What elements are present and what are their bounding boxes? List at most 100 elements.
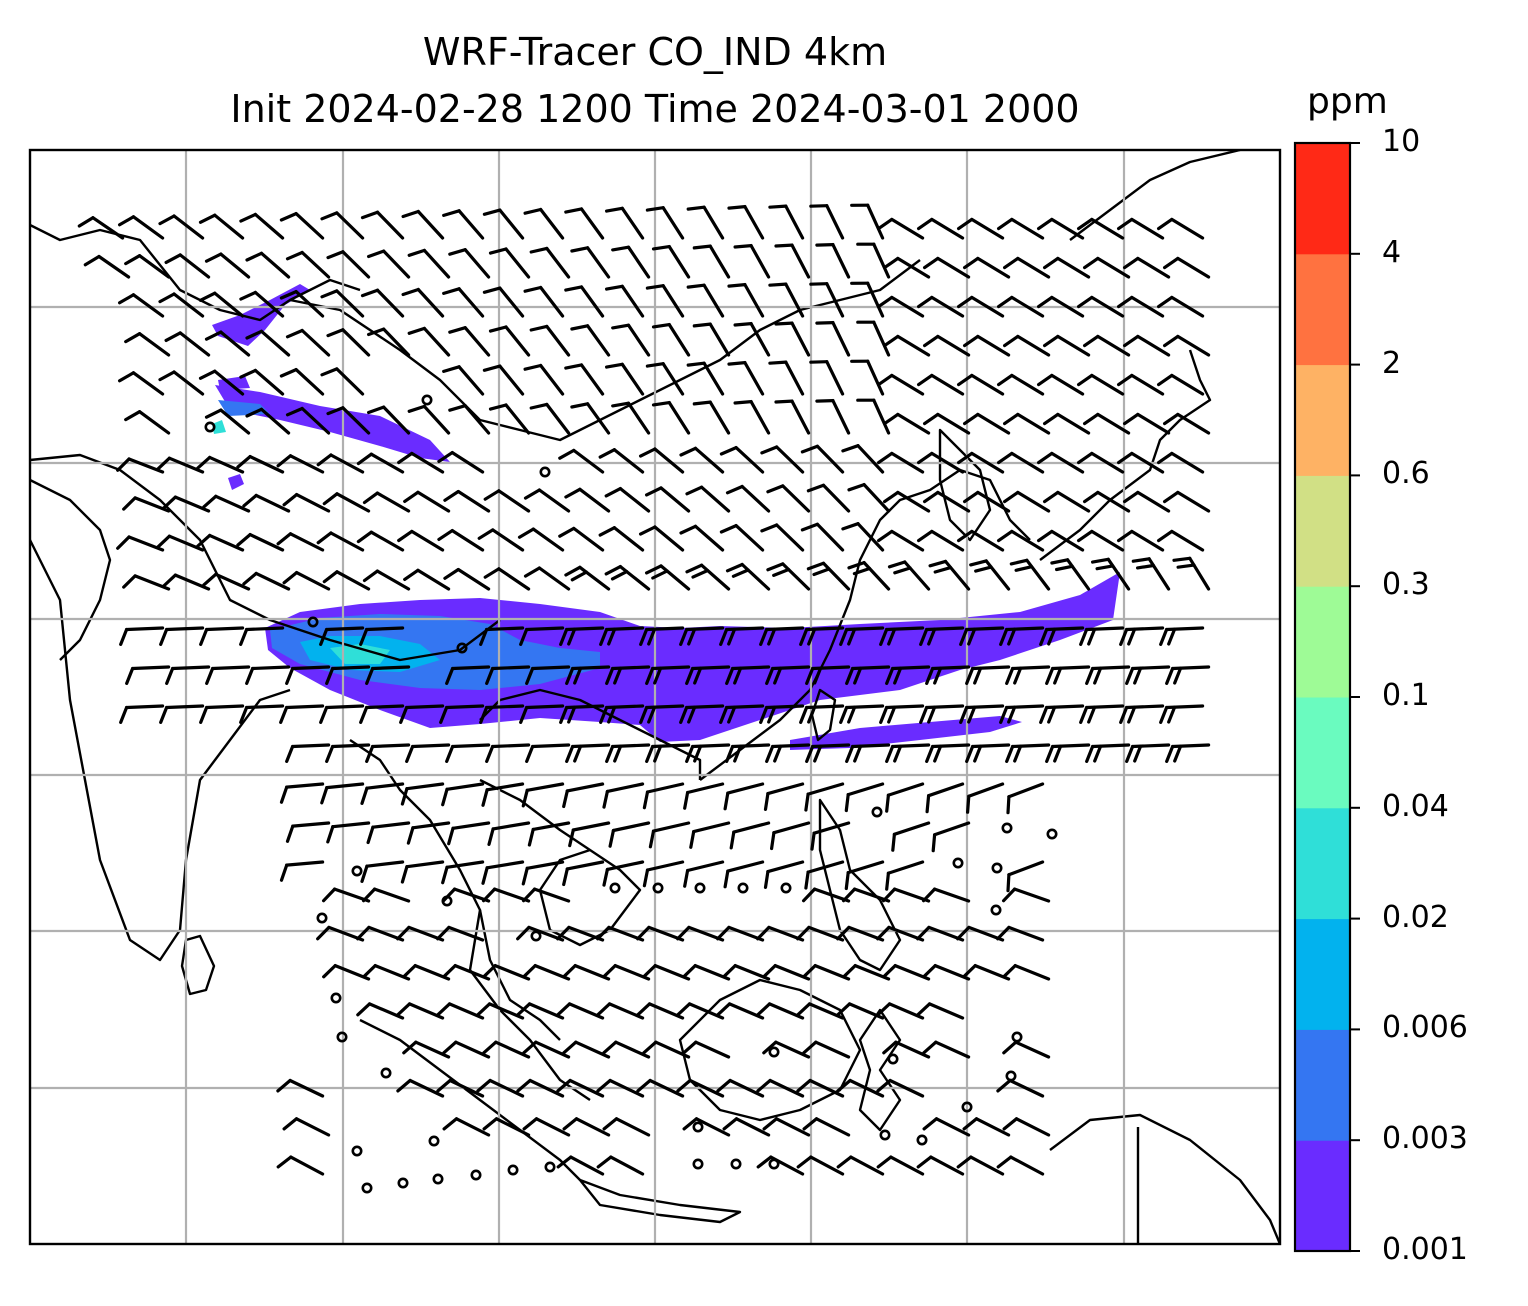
wind-barb-stroke [1162,256,1180,270]
wind-barb-stroke [636,1078,652,1093]
wind-barb-stroke [516,1078,532,1093]
wind-barb-stroke [928,559,948,568]
wind-barb-stroke [651,821,691,833]
wind-barb-stroke [927,705,937,724]
wind-barb-stroke [884,704,925,710]
wind-barb-stroke [282,570,299,585]
border-mainland-sea [479,688,702,780]
wind-barb-stroke [770,743,811,749]
wind-barb-stroke [690,665,731,671]
calm-wind-marker [879,1129,891,1141]
wind-barb-stroke [661,362,685,396]
tracer-plume-nw [212,284,310,346]
wind-barb-stroke [1093,744,1103,763]
wind-barb-stroke [956,373,974,387]
wind-barb-stroke [282,493,299,507]
wind-barb-stroke [667,401,691,435]
wind-barb-stroke [734,446,765,474]
wind-barb-stroke [204,408,223,419]
wind-barb-stroke [325,744,335,764]
wind-barb-stroke [962,412,980,426]
wind-barb-stroke [325,704,365,710]
wind-barb-stroke [408,1078,445,1098]
wind-barb-stroke [702,361,725,396]
wind-barb-stroke [534,1117,571,1137]
wind-barb-stroke [356,925,371,941]
coastline-china-east [699,468,1031,781]
wind-barb-stroke [291,821,331,828]
wind-barb-stroke [285,250,304,261]
wind-barb-stroke [651,401,671,407]
wind-barb-stroke [416,287,445,318]
wind-barb-stroke [295,493,331,513]
wind-barb-stroke [719,446,738,456]
wind-barb-stroke [422,248,451,279]
wind-barb-stroke [400,865,409,884]
wind-barb-stroke [916,1155,933,1169]
wind-barb-stroke [259,251,291,279]
wind-barb-stroke [716,925,731,941]
wind-barb-stroke [882,963,897,979]
wind-barb-stroke [1130,743,1171,749]
wind-barb-stroke [122,574,137,589]
wind-barb-stroke [925,794,931,814]
wind-barb-stroke [211,665,251,671]
wind-barb-stroke [1136,412,1171,435]
wind-barb-stroke [687,705,697,724]
wind-barb-stroke [686,283,706,289]
wind-barb-stroke [178,331,211,357]
wind-barb-stroke [476,1078,492,1093]
wind-barb-stroke [762,1117,779,1131]
wind-barb-stroke [325,666,335,686]
wind-barb-stroke [1042,256,1060,270]
wind-barb-stroke [893,744,903,763]
wind-barb-stroke [1085,666,1095,686]
wind-barb-stroke [661,206,685,240]
wind-barb-stroke [524,704,565,710]
wind-barb-stroke [400,787,409,806]
wind-barb-stroke [570,665,611,671]
wind-barb-stroke [879,627,889,647]
wind-barb-stroke [765,666,775,686]
calm-wind-marker [470,1169,482,1181]
wind-barb-stroke [596,1155,613,1169]
wind-barb-stroke [733,244,753,249]
wind-barb-stroke [556,1002,572,1017]
wind-barb-stroke [756,1078,772,1093]
wind-barb-stroke [1170,743,1211,749]
wind-barb-stroke [974,1117,1011,1137]
wind-barb-stroke [1044,626,1085,632]
wind-barb-stroke [322,492,339,506]
wind-barb-stroke [876,295,894,309]
wind-barb-stroke [618,564,651,591]
wind-barb-stroke [525,666,535,686]
wind-barb-stroke [477,528,495,540]
wind-barb-stroke [214,572,251,591]
wind-barb-stroke [245,704,285,710]
wind-barb-stroke [1006,795,1011,815]
wind-barb-stroke [804,704,845,710]
wind-barb-stroke [726,860,765,873]
wind-barb-stroke [367,249,386,259]
wind-barb-stroke [375,288,405,318]
wind-barb-stroke [749,244,771,279]
wind-barb-stroke [847,560,866,570]
wind-barb-stroke [396,1002,412,1017]
wind-barb-stroke [397,529,414,543]
wind-barb-stroke [1053,666,1063,685]
wind-barb-stroke [645,744,655,764]
wind-barb-stroke [996,925,1011,941]
calm-wind-marker [961,1101,973,1113]
wind-barb-stroke [564,565,582,577]
wind-barb-stroke [498,208,525,240]
calm-wind-marker [361,1182,373,1194]
wind-barb-stroke [1002,1040,1018,1055]
wind-barb-stroke [610,569,629,581]
wind-barb-stroke [335,211,365,240]
wind-barb-stroke [525,782,565,792]
wind-barb-stroke [1056,412,1091,435]
wind-barb-stroke [1076,373,1094,387]
wind-barb-stroke [976,412,1011,435]
wind-barb-stroke [836,1002,852,1017]
wind-barb-stroke [356,530,373,544]
